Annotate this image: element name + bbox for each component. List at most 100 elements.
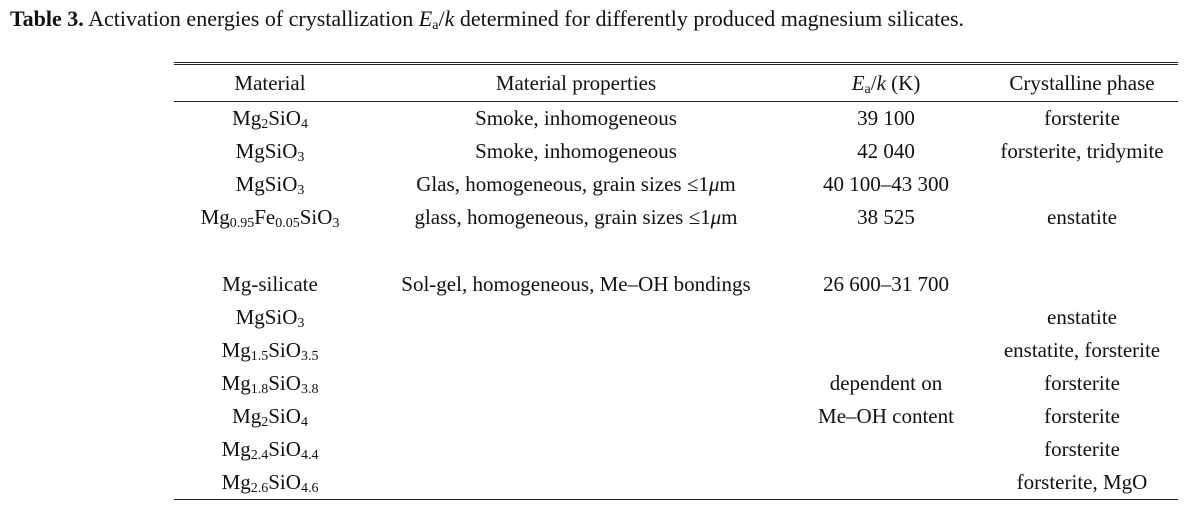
micro-symbol: μ — [710, 205, 722, 229]
formula-part: SiO — [299, 205, 333, 229]
caption-symbol-sub: a — [432, 18, 439, 33]
formula-part: 3 — [297, 316, 305, 331]
formula-part: 2.6 — [250, 481, 269, 496]
formula-part: 3 — [332, 216, 340, 231]
formula-part: 3 — [297, 150, 305, 165]
unit-text: m — [719, 172, 736, 196]
cell-material: MgSiO3 — [174, 305, 366, 331]
table-header: Material Material properties Ea/k (K) Cr… — [174, 65, 1178, 101]
header-energy: Ea/k (K) — [786, 70, 986, 97]
header-energy-unit: (K) — [885, 70, 921, 95]
cell-material: Mg2SiO4 — [174, 106, 366, 132]
properties-text: Smoke, inhomogeneous — [475, 139, 677, 163]
cell-energy: Me–OH content — [818, 404, 954, 428]
caption-symbol-e: E — [418, 6, 433, 31]
formula-part: MgSiO — [235, 139, 298, 163]
unit-text: m — [721, 205, 738, 229]
formula-part: Mg — [221, 437, 251, 461]
header-phase: Crystalline phase — [1009, 70, 1155, 95]
formula-part: Mg — [221, 470, 251, 494]
cell-phase: forsterite — [1044, 404, 1120, 428]
cell-phase: enstatite, forsterite — [1003, 338, 1161, 362]
micro-symbol: μ — [708, 172, 720, 196]
cell-energy: 40 100–43 300 — [823, 172, 949, 196]
cell-material: Mg2.4SiO4.4 — [174, 437, 366, 463]
cell-material: Mg1.5SiO3.5 — [174, 338, 366, 364]
cell-material: Mg0.95Fe0.05SiO3 — [174, 205, 366, 231]
cell-material: Mg2SiO4 — [174, 404, 366, 430]
cell-energy: 38 525 — [857, 205, 915, 229]
cell-properties: Glas, homogeneous, grain sizes ≤1μm — [366, 172, 786, 197]
cell-material: Mg2.6SiO4.6 — [174, 470, 366, 496]
formula-part: 1.8 — [250, 382, 269, 397]
formula-part: SiO — [268, 404, 301, 428]
cell-material: MgSiO3 — [174, 139, 366, 165]
formula-part: SiO — [268, 371, 301, 395]
formula-part: Mg — [221, 338, 251, 362]
formula-part: 0.05 — [275, 216, 300, 231]
cell-energy: 39 100 — [857, 106, 915, 130]
formula-part: 3.5 — [300, 349, 319, 364]
formula-part: MgSiO — [235, 305, 298, 329]
table-row: Mg2SiO4 Me–OH content forsterite — [174, 400, 1178, 433]
properties-text: glass, homogeneous, grain sizes ≤1 — [414, 205, 711, 229]
cell-properties: Smoke, inhomogeneous — [366, 106, 786, 131]
formula-part: SiO — [268, 106, 301, 130]
bottom-rule — [174, 499, 1178, 500]
formula-part: 2 — [261, 117, 269, 132]
top-rule — [174, 62, 1178, 65]
table-caption: Table 3. Activation energies of crystall… — [10, 6, 965, 33]
table-row: Mg1.5SiO3.5 enstatite, forsterite — [174, 334, 1178, 367]
caption-symbol-slash: / — [438, 6, 445, 31]
formula-part: 4 — [300, 117, 308, 132]
cell-phase: forsterite, tridymite — [1000, 139, 1164, 163]
cell-phase: enstatite — [1047, 305, 1117, 329]
cell-material: MgSiO3 — [174, 172, 366, 198]
table-row: Mg-silicate Sol-gel, homogeneous, Me–OH b… — [174, 268, 1178, 301]
header-energy-sub: a — [864, 81, 871, 97]
header-energy-k: k — [876, 70, 886, 95]
table-row: MgSiO3 Glas, homogeneous, grain sizes ≤1μ… — [174, 168, 1178, 201]
row-spacer — [174, 234, 1178, 268]
formula-part: Mg — [200, 205, 230, 229]
formula-part: SiO — [268, 338, 301, 362]
cell-properties: Sol-gel, homogeneous, Me–OH bondings — [366, 272, 786, 297]
cell-energy: dependent on — [829, 371, 943, 395]
formula-part: 0.95 — [229, 216, 255, 231]
caption-text-after: determined for differently produced magn… — [454, 6, 965, 31]
caption-label: Table 3. — [10, 6, 84, 31]
cell-energy: 26 600–31 700 — [823, 272, 949, 296]
cell-phase: forsterite — [1044, 371, 1120, 395]
formula-part: Mg-silicate — [222, 272, 318, 296]
table-body: Mg2SiO4 Smoke, inhomogeneous 39 100 forster… — [174, 102, 1178, 499]
header-energy-slash: / — [870, 70, 877, 95]
table-row: Mg2.4SiO4.4 forsterite — [174, 433, 1178, 466]
cell-material: Mg-silicate — [174, 272, 366, 297]
properties-text: Sol-gel, homogeneous, Me–OH bondings — [401, 272, 751, 296]
formula-part: 4.4 — [300, 448, 319, 463]
table-row: Mg2SiO4 Smoke, inhomogeneous 39 100 forster… — [174, 102, 1178, 135]
table-row: Mg0.95Fe0.05SiO3 glass, homogeneous, grai… — [174, 201, 1178, 234]
properties-text: Smoke, inhomogeneous — [475, 106, 677, 130]
cell-phase: forsterite — [1044, 106, 1120, 130]
table-row: Mg2.6SiO4.6 forsterite, MgO — [174, 466, 1178, 499]
formula-part: 4 — [300, 415, 308, 430]
cell-phase: enstatite — [1047, 205, 1117, 229]
formula-part: 2 — [261, 415, 269, 430]
formula-part: 2.4 — [250, 448, 269, 463]
formula-part: 4.6 — [300, 481, 319, 496]
cell-energy: 42 040 — [857, 139, 915, 163]
formula-part: Mg — [221, 371, 251, 395]
caption-text-before: Activation energies of crystallization — [83, 6, 419, 31]
table-row: Mg1.8SiO3.8 dependent on forsterite — [174, 367, 1178, 400]
header-material: Material — [234, 70, 306, 95]
formula-part: Mg — [232, 404, 262, 428]
properties-text: Glas, homogeneous, grain sizes ≤1 — [416, 172, 709, 196]
formula-part: Fe — [254, 205, 276, 229]
cell-properties: glass, homogeneous, grain sizes ≤1μm — [366, 205, 786, 230]
data-table: Material Material properties Ea/k (K) Cr… — [174, 62, 1178, 500]
cell-properties: Smoke, inhomogeneous — [366, 139, 786, 164]
header-energy-e: E — [851, 70, 865, 95]
formula-part: 3 — [297, 183, 305, 198]
cell-material: Mg1.8SiO3.8 — [174, 371, 366, 397]
